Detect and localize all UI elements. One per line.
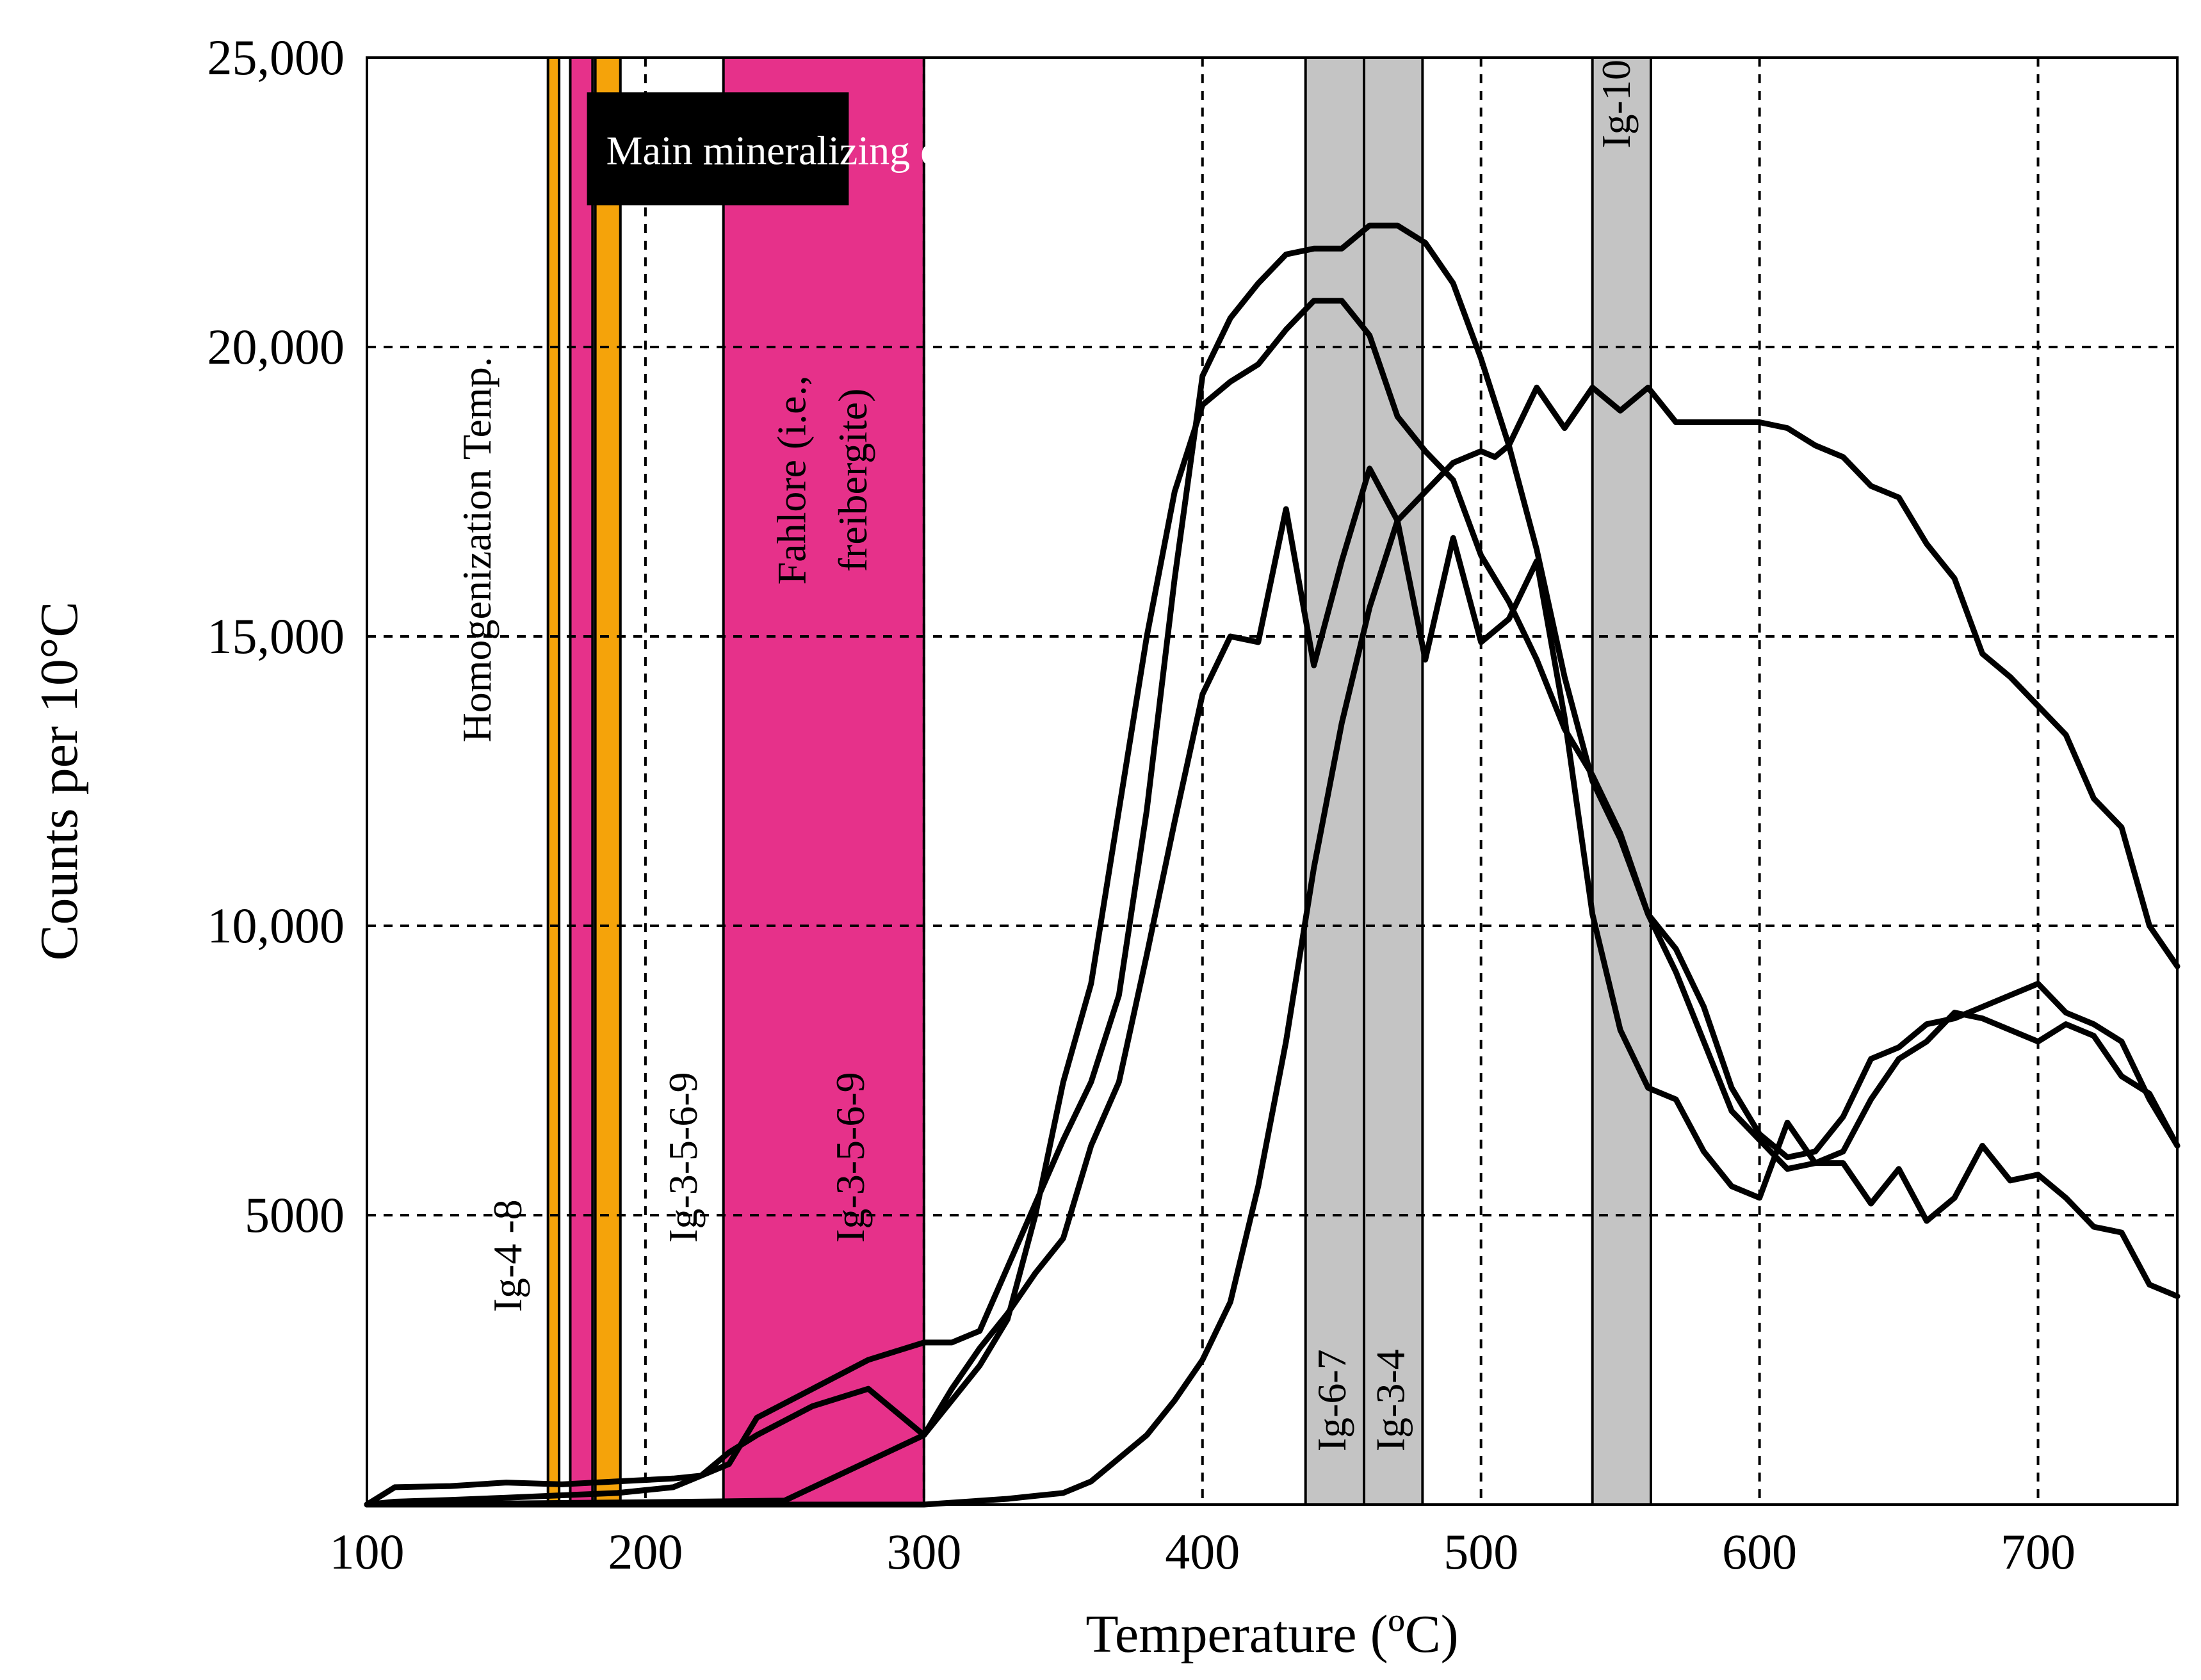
band-1 [569, 56, 594, 1506]
fahlore-label-line2: freibergite) [830, 389, 875, 572]
x-tick-label-0: 100 [330, 1524, 405, 1579]
band-label-5: Ig-3-4 [1368, 1349, 1413, 1451]
series-layer [364, 222, 2181, 1508]
main-event-label: Main mineralizing event [606, 128, 1009, 174]
series-line-3 [364, 465, 2181, 1508]
x-tick-label-6: 700 [2001, 1524, 2075, 1579]
series-line-2 [364, 384, 2181, 1508]
band-label-3: Ig-3-5-6-9 [827, 1072, 873, 1243]
y-tick-label-0: 5000 [245, 1187, 345, 1243]
y-tick-label-3: 20,000 [207, 319, 345, 375]
band-label-4: Ig-6-7 [1309, 1349, 1354, 1451]
band-label-6: Ig-10 [1593, 60, 1639, 149]
y-axis-title: Counts per 10°C [29, 602, 89, 961]
grid-layer [367, 58, 2177, 1505]
labels-layer: Ig-4 -8 Ig-3-5-6-9 Ig-3-5-6-9 Ig-6-7 Ig-3-4 I… [485, 60, 1639, 1451]
band-4 [1304, 56, 1366, 1506]
band-0 [546, 56, 561, 1506]
x-tick-label-2: 300 [886, 1524, 961, 1579]
bands-layer [546, 56, 1652, 1506]
series-line-0 [364, 222, 2181, 1508]
ticks-layer: 100 200 300 400 500 600 700 5000 10,000 15,000 20,… [207, 29, 2076, 1579]
x-tick-label-5: 600 [1722, 1524, 1797, 1579]
x-tick-label-3: 400 [1165, 1524, 1240, 1579]
band-label-0: Ig-4 -8 [485, 1199, 530, 1312]
x-tick-label-1: 200 [608, 1524, 683, 1579]
plot-frame [366, 56, 2179, 1506]
x-axis-title: Temperature (ºC) [1085, 1604, 1458, 1664]
band-2 [594, 56, 622, 1506]
band-3 [722, 56, 925, 1506]
band-5 [1363, 56, 1424, 1506]
x-tick-label-4: 500 [1443, 1524, 1518, 1579]
band-label-2: Ig-3-5-6-9 [660, 1072, 706, 1243]
homogenization-label: Homogenization Temp. [454, 357, 499, 742]
main-event-box [587, 92, 849, 206]
fahlore-label-line1: Fahlore (i.e., [768, 375, 814, 585]
y-tick-label-4: 25,000 [207, 29, 345, 85]
y-tick-label-1: 10,000 [207, 898, 345, 953]
y-tick-label-2: 15,000 [207, 608, 345, 664]
band-6 [1591, 56, 1652, 1506]
series-line-1 [364, 298, 2181, 1508]
